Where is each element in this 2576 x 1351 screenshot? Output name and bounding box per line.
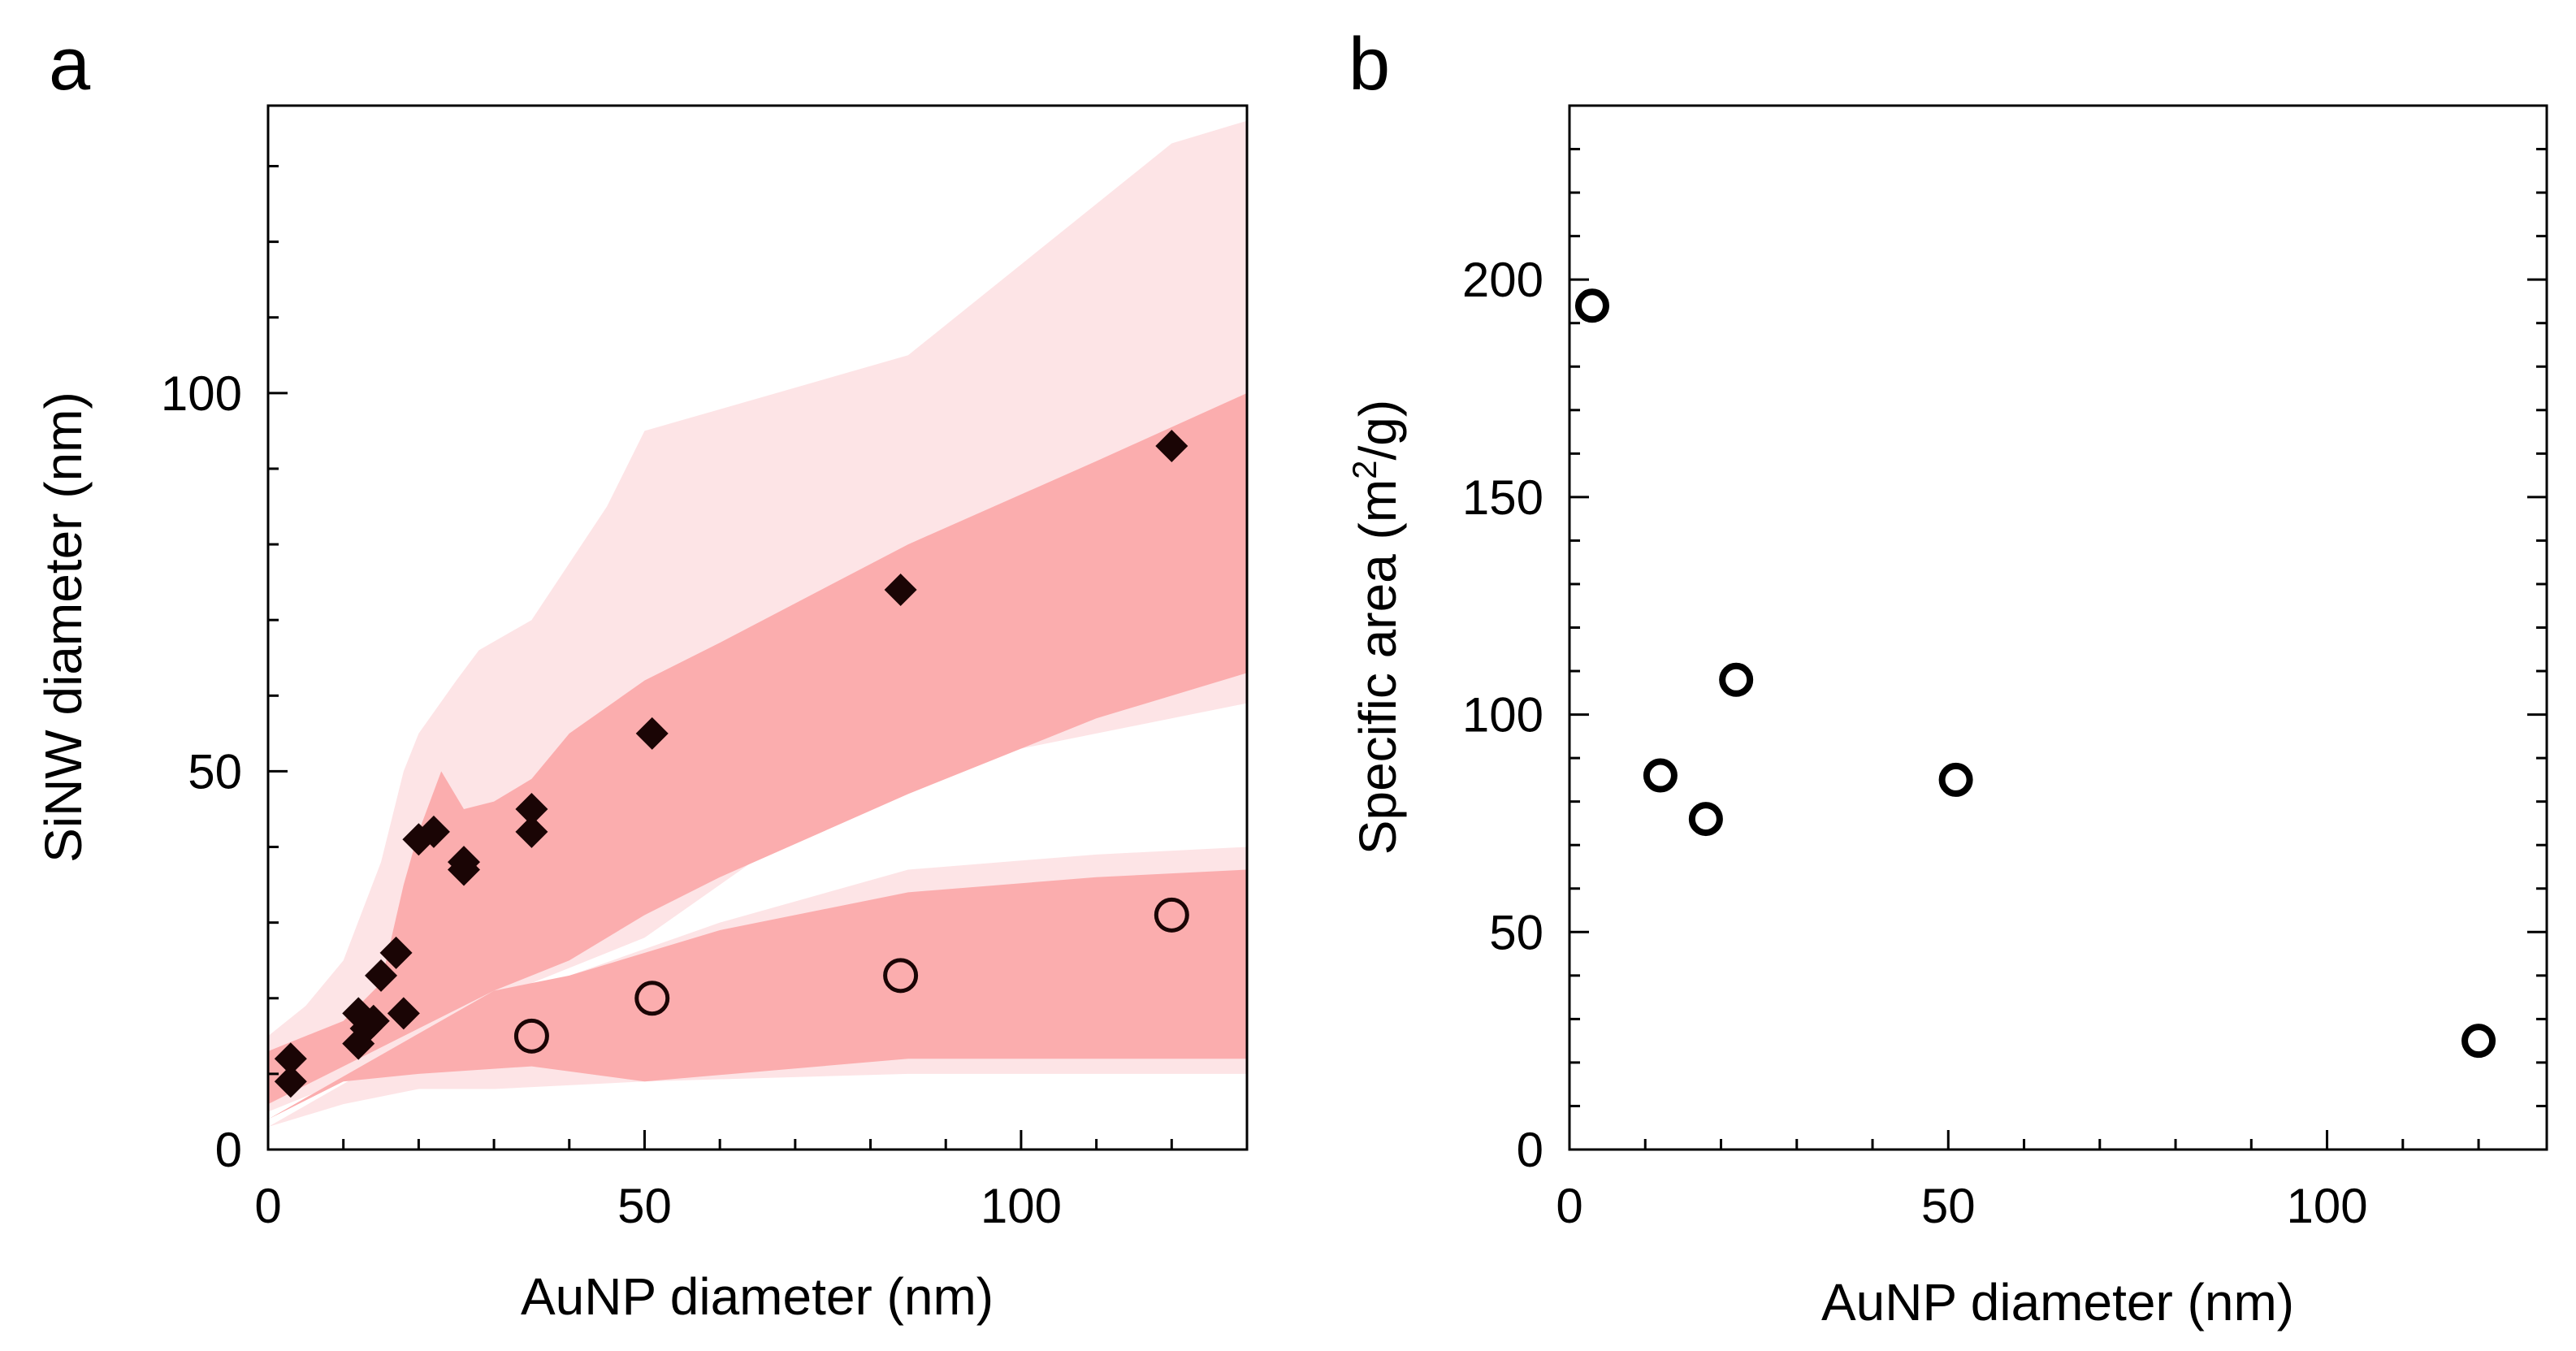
panel-a-plot-frame: [266, 104, 1249, 1151]
diamond-point: [387, 997, 420, 1030]
y-tick-label: 100: [161, 366, 242, 421]
panel-b-ticks: 0 50 100 0 50 100 150 200: [1462, 104, 2547, 1233]
circle-point: [513, 1018, 549, 1054]
diamond-point: [274, 1042, 307, 1076]
diamond-point: [884, 573, 917, 606]
y-tick-label: 50: [1489, 905, 1543, 959]
band-lower-inner-band: [268, 869, 1247, 1119]
panel-a-y-axis-title: SiNW diameter (nm): [34, 392, 93, 863]
y-tick-label: 150: [1462, 470, 1543, 525]
panel-a-bands: [268, 120, 1247, 1128]
diamond-point: [357, 1004, 390, 1037]
y-tick-label: 100: [1462, 688, 1543, 743]
diamond-point: [417, 815, 450, 848]
panel-a-points: [274, 430, 1189, 1098]
y-tick-label: 50: [188, 744, 242, 799]
circle-point: [1574, 288, 1609, 323]
y-tick-label: 0: [215, 1123, 242, 1177]
diamond-point: [365, 959, 398, 992]
x-tick-label: 0: [1556, 1179, 1582, 1233]
panel-b-label: b: [1349, 23, 1390, 106]
diamond-point: [274, 1065, 307, 1098]
circle-point: [1688, 802, 1723, 837]
panel-a-x-axis-title: AuNP diameter (nm): [521, 1267, 994, 1326]
x-tick-label: 100: [981, 1179, 1062, 1233]
panel-a: a 0 50 100 0 50 100 AuNP diameter (nm) SiNW d…: [34, 23, 1249, 1326]
panel-b-y-axis-title-superscript: 2: [1345, 460, 1383, 478]
circle-point: [1643, 758, 1678, 793]
diamond-point: [635, 717, 669, 750]
panel-b-y-axis-title-main: Specific area (m: [1349, 479, 1407, 855]
x-tick-label: 0: [254, 1179, 281, 1233]
panel-a-label: a: [49, 23, 91, 106]
circle-point: [1719, 662, 1754, 697]
x-tick-label: 50: [617, 1179, 672, 1233]
diamond-point: [515, 792, 548, 825]
circle-point: [2461, 1024, 2496, 1059]
panel-a-ticks: 0 50 100 0 50 100: [161, 164, 1249, 1233]
diamond-point: [379, 936, 413, 969]
diamond-point: [1155, 430, 1188, 463]
y-tick-label: 0: [1517, 1123, 1543, 1177]
panel-b-x-axis-title: AuNP diameter (nm): [1821, 1273, 2294, 1332]
panel-b-y-axis-title: Specific area (m2/g): [1345, 400, 1407, 855]
x-tick-label: 100: [2287, 1179, 2368, 1233]
y-tick-label: 200: [1462, 253, 1543, 307]
panel-b-plot-frame: [1568, 104, 2548, 1151]
circle-point: [1154, 897, 1189, 933]
circle-point: [634, 981, 670, 1016]
panel-b-points: [1574, 288, 2496, 1059]
panel-b-y-axis-title-end: /g): [1349, 400, 1407, 461]
circle-point: [1938, 762, 1973, 797]
diamond-point: [515, 815, 548, 848]
circle-point: [883, 958, 919, 994]
diamond-point: [448, 846, 480, 879]
band-upper-inner-band: [268, 392, 1247, 1105]
x-tick-label: 50: [1921, 1179, 1976, 1233]
